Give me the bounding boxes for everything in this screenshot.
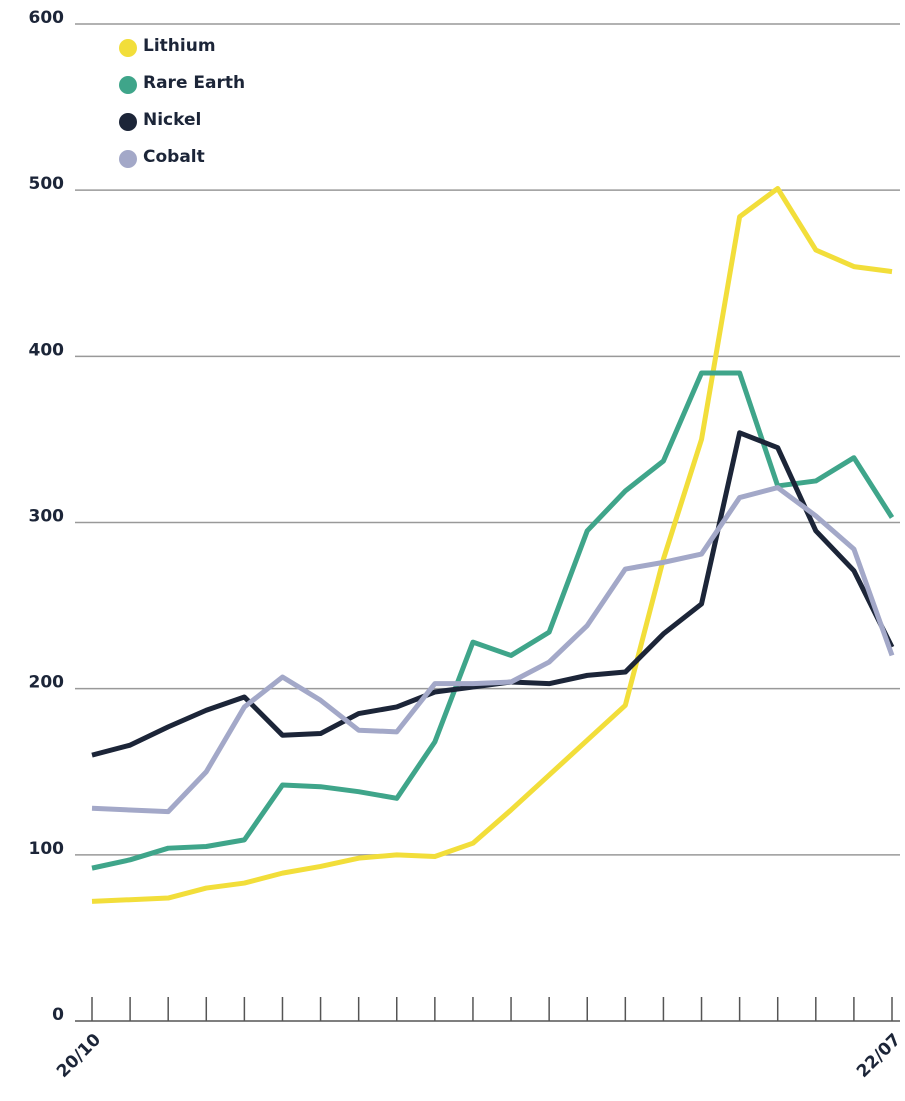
x-tick-label: 22/07 xyxy=(853,1030,905,1082)
y-tick-label: 500 xyxy=(29,174,65,194)
y-tick-label: 600 xyxy=(29,8,65,28)
x-tick-label: 20/10 xyxy=(53,1030,105,1082)
y-tick-label: 200 xyxy=(29,673,65,693)
y-tick-label: 100 xyxy=(29,839,65,859)
y-tick-label: 0 xyxy=(52,1005,64,1025)
legend-swatch xyxy=(119,113,137,131)
legend-label: Lithium xyxy=(143,36,216,56)
line xyxy=(91,485,895,815)
legend-swatch xyxy=(119,76,137,94)
legend-swatch xyxy=(119,150,137,168)
line xyxy=(91,186,893,904)
line xyxy=(91,430,895,758)
legend-label: Cobalt xyxy=(143,147,205,167)
legend-swatch xyxy=(119,39,137,57)
line xyxy=(91,370,895,871)
legend-label: Nickel xyxy=(143,110,201,130)
y-tick-label: 300 xyxy=(29,507,65,527)
legend-label: Rare Earth xyxy=(143,73,245,93)
y-tick-label: 400 xyxy=(29,340,65,360)
